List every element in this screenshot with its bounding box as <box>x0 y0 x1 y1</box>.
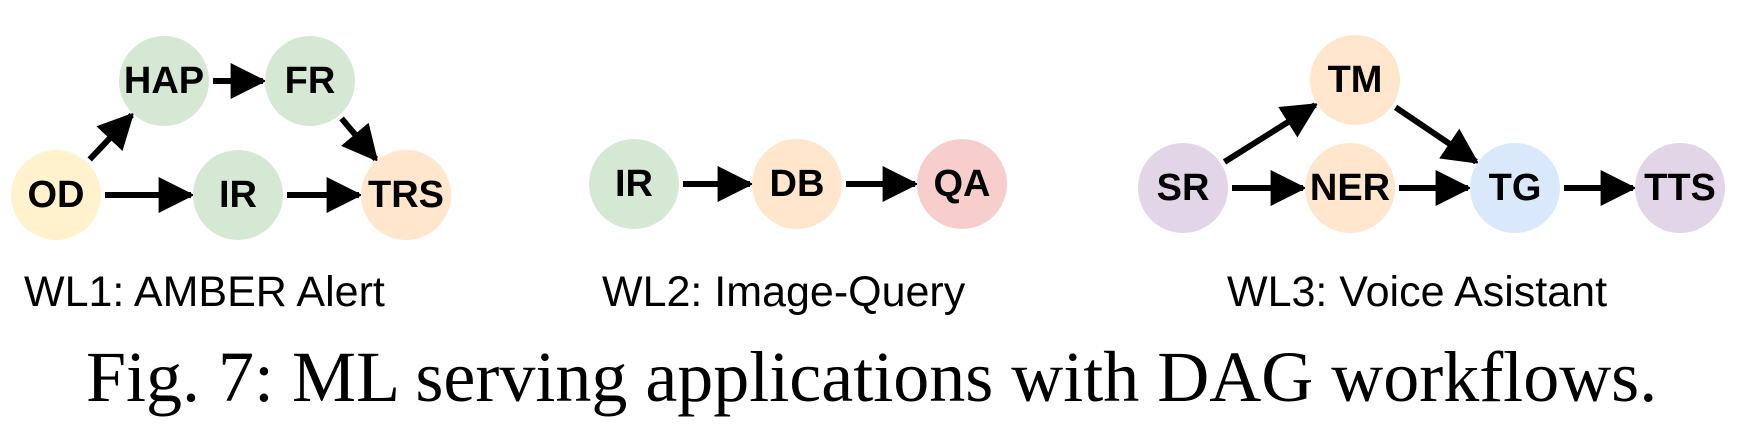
node-label-wl3-tg: TG <box>1489 167 1542 209</box>
nodes-layer: OD HAP FR IR TRS IR DB QA SR TM NER TG TTS <box>11 35 1725 240</box>
node-wl1-fr: FR <box>265 36 355 126</box>
node-label-wl3-tts: TTS <box>1644 167 1716 209</box>
node-circle-wl1-ir <box>193 150 283 240</box>
node-wl3-tts: TTS <box>1635 143 1725 233</box>
node-wl3-ner: NER <box>1305 143 1395 233</box>
edges-layer <box>87 63 1637 213</box>
node-wl3-tg: TG <box>1470 143 1560 233</box>
node-wl1-hap: HAP <box>119 36 209 126</box>
node-label-wl2-db: DB <box>770 163 825 205</box>
node-circle-wl3-tm <box>1310 35 1400 125</box>
node-circle-wl1-fr <box>265 36 355 126</box>
node-circle-wl2-db <box>752 139 842 229</box>
node-circle-wl3-tg <box>1470 143 1560 233</box>
node-circle-wl2-ir <box>589 139 679 229</box>
node-circle-wl2-qa <box>917 139 1007 229</box>
workflow-label-wl1: WL1: AMBER Alert <box>24 268 385 316</box>
figure-caption: Fig. 7: ML serving applications with DAG… <box>86 337 1657 417</box>
node-label-wl3-ner: NER <box>1310 167 1390 209</box>
node-label-wl1-hap: HAP <box>124 60 204 102</box>
node-label-wl1-ir: IR <box>219 174 257 216</box>
edge-wl1-od-to-hap <box>87 112 135 162</box>
node-label-wl1-od: OD <box>28 174 85 216</box>
node-circle-wl1-hap <box>119 36 209 126</box>
node-wl1-od: OD <box>11 150 101 240</box>
node-label-wl1-fr: FR <box>285 60 336 102</box>
node-wl2-qa: QA <box>917 139 1007 229</box>
edge-wl1-fr-to-trs <box>339 116 379 162</box>
node-label-wl3-tm: TM <box>1328 59 1383 101</box>
workflow-label-wl3: WL3: Voice Asistant <box>1227 268 1607 316</box>
node-wl2-db: DB <box>752 139 842 229</box>
node-wl3-sr: SR <box>1138 143 1228 233</box>
labels-layer: WL1: AMBER Alert WL2: Image-Query WL3: V… <box>24 268 1657 417</box>
node-label-wl2-qa: QA <box>934 163 991 205</box>
node-label-wl2-ir: IR <box>615 163 653 205</box>
node-circle-wl1-trs <box>361 150 451 240</box>
edge-wl3-sr-to-tm <box>1222 102 1319 165</box>
node-wl3-tm: TM <box>1310 35 1400 125</box>
node-wl1-trs: TRS <box>361 150 451 240</box>
node-wl2-ir: IR <box>589 139 679 229</box>
node-circle-wl3-sr <box>1138 143 1228 233</box>
node-label-wl3-sr: SR <box>1157 167 1210 209</box>
node-label-wl1-trs: TRS <box>368 174 444 216</box>
workflow-label-wl2: WL2: Image-Query <box>602 268 966 316</box>
edge-wl3-tm-to-tg <box>1393 104 1480 165</box>
node-wl1-ir: IR <box>193 150 283 240</box>
node-circle-wl1-od <box>11 150 101 240</box>
node-circle-wl3-ner <box>1305 143 1395 233</box>
node-circle-wl3-tts <box>1635 143 1725 233</box>
